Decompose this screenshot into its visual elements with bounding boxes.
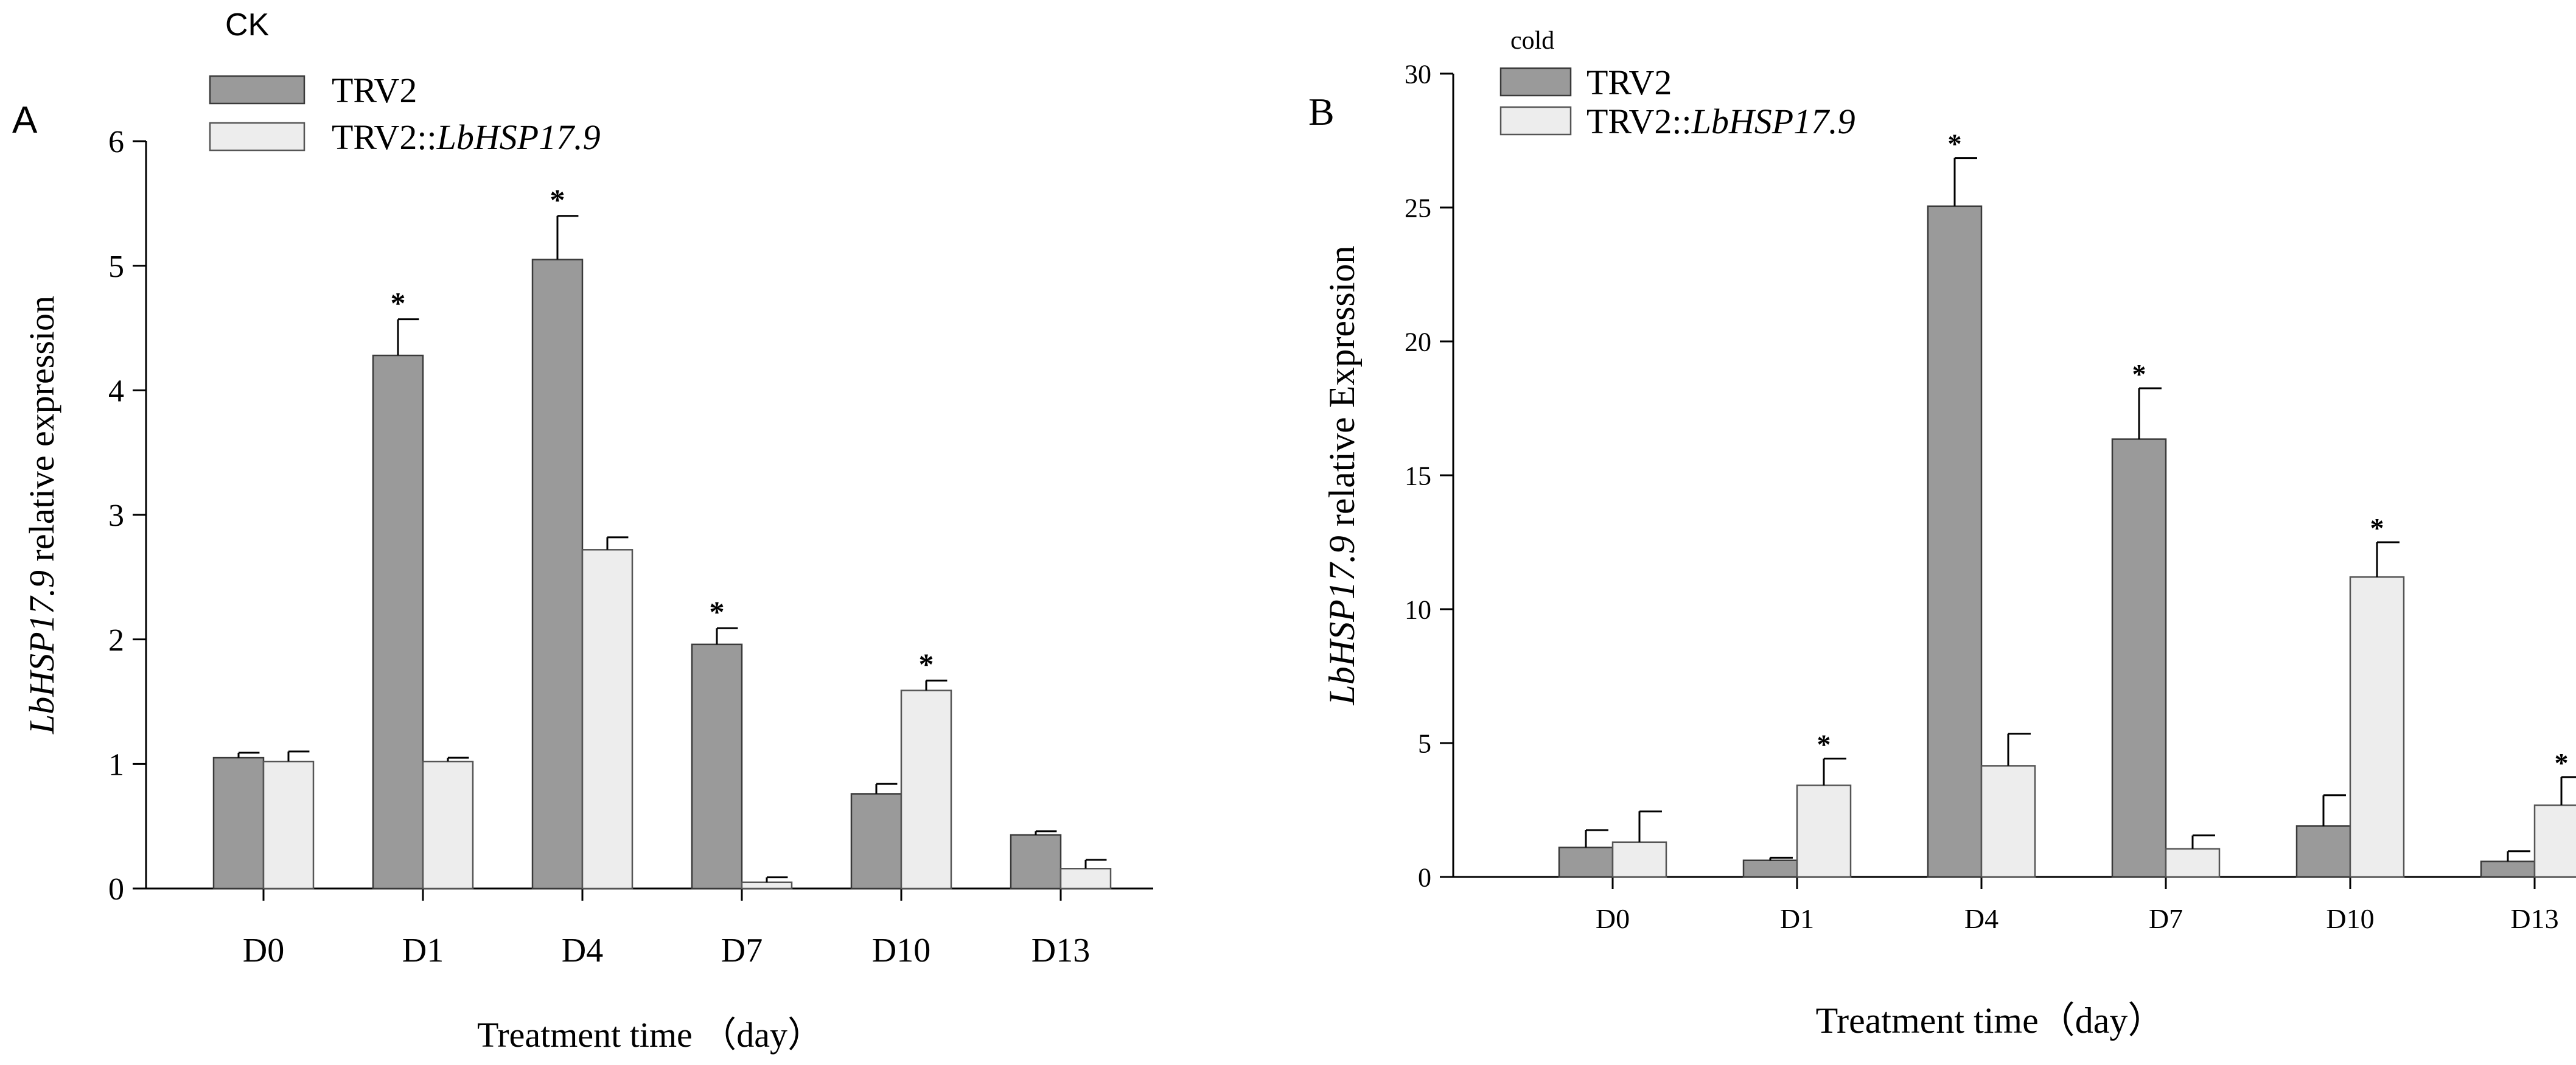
y-tick-label: 3 <box>108 498 124 533</box>
y-tick-label: 30 <box>1405 59 1431 89</box>
significance-marker: * <box>2555 747 2569 778</box>
trv2-bar-d4 <box>531 259 584 890</box>
y-tick-label: 4 <box>108 374 124 409</box>
trv2-lbhsp179-bar-d7 <box>2165 848 2221 878</box>
significance-marker: * <box>391 286 406 320</box>
y-tick-label: 0 <box>108 872 124 907</box>
trv2-lbhsp179-bar-d10 <box>900 690 952 890</box>
trv2-lbhsp179-bar-d13 <box>1059 868 1112 890</box>
panel-label: A <box>12 99 38 141</box>
x-tick-label: D1 <box>1780 903 1814 934</box>
x-tick-label: D0 <box>1596 903 1630 934</box>
significance-marker: * <box>2132 358 2146 389</box>
x-tick-label: D7 <box>2149 903 2183 934</box>
trv2-bar-d7 <box>2111 438 2167 878</box>
trv2-bar-d13 <box>1010 834 1062 890</box>
significance-marker: * <box>1817 729 1831 760</box>
legend-label-plain: TRV2 <box>1586 63 1672 102</box>
significance-marker: * <box>710 595 725 629</box>
trv2-bar-d4 <box>1927 205 1983 878</box>
panel-label: B <box>1308 90 1335 133</box>
y-tick-label: 5 <box>108 250 124 284</box>
y-tick-label: 10 <box>1405 595 1431 624</box>
legend-label-gene: LbHSP17.9 <box>436 117 601 157</box>
y-axis-label-gene: LbHSP17.9 <box>22 570 61 735</box>
x-axis-label: Treatment time（day） <box>1816 1000 2165 1041</box>
y-tick-label: 25 <box>1405 193 1431 223</box>
trv2-bar-d10 <box>850 793 902 890</box>
x-tick-label: D0 <box>243 932 284 969</box>
trv2-bar-d1 <box>1742 859 1798 878</box>
chart-title: cold <box>1510 27 1554 55</box>
x-tick-label: D1 <box>402 932 444 969</box>
legend-label-plain: TRV2:: <box>332 117 437 157</box>
trv2-lbhsp179-bar-d13 <box>2533 804 2576 878</box>
legend-swatch-trv2-lbhsp179 <box>1499 106 1572 136</box>
x-tick-label: D10 <box>2326 903 2374 934</box>
significance-marker: * <box>919 647 934 681</box>
legend-label-trv2: TRV2 <box>332 71 417 110</box>
legend-label-plain: TRV2:: <box>1586 102 1692 141</box>
legend-label-trv2-lbhsp179: TRV2::LbHSP17.9 <box>332 117 601 157</box>
legend-swatch-trv2-lbhsp179 <box>209 122 305 152</box>
trv2-bar-d13 <box>2480 861 2536 878</box>
trv2-lbhsp179-bar-d4 <box>1980 765 2036 878</box>
trv2-bar-d0 <box>1558 847 1614 878</box>
y-tick-label: 0 <box>1418 862 1431 892</box>
x-tick-label: D4 <box>1964 903 1998 934</box>
legend-swatch-trv2 <box>209 75 305 105</box>
x-tick-label: D7 <box>721 932 763 969</box>
chart-title: CK <box>225 7 270 43</box>
significance-marker: * <box>550 183 565 217</box>
y-tick-label: 5 <box>1418 728 1431 758</box>
y-tick-label: 6 <box>108 125 124 159</box>
y-tick-label: 15 <box>1405 461 1431 491</box>
significance-marker: * <box>2370 512 2384 543</box>
y-axis-label-gene: LbHSP17.9 <box>1322 536 1362 705</box>
trv2-bar-d0 <box>212 756 265 890</box>
trv2-lbhsp179-bar-d0 <box>1611 841 1667 878</box>
legend-swatch-trv2 <box>1499 67 1572 97</box>
trv2-bar-d1 <box>372 354 424 890</box>
y-axis-label-text: relative Expression <box>1322 246 1362 536</box>
legend-label-gene: LbHSP17.9 <box>1691 102 1855 141</box>
legend-label-plain: TRV2 <box>332 71 417 110</box>
x-tick-label: D10 <box>872 932 930 969</box>
trv2-lbhsp179-bar-d1 <box>422 760 474 890</box>
y-tick-label: 1 <box>108 748 124 783</box>
trv2-bar-d7 <box>691 643 743 890</box>
x-tick-label: D4 <box>562 932 603 969</box>
legend-label-trv2: TRV2 <box>1586 63 1672 102</box>
panel-a-chart: A CK 0 1 2 3 4 5 6 D0 D1 * D4 * D7 * D10 * D13 LbHSP17.9 re… <box>12 7 1153 1055</box>
y-axis-label-text: relative expression <box>22 296 61 570</box>
x-tick-label: D13 <box>2510 903 2558 934</box>
trv2-lbhsp179-bar-d1 <box>1796 784 1852 878</box>
y-tick-label: 20 <box>1405 327 1431 357</box>
x-axis-label: Treatment time （day） <box>477 1015 823 1055</box>
legend-label-trv2-lbhsp179: TRV2::LbHSP17.9 <box>1586 102 1855 141</box>
trv2-bar-d10 <box>2295 825 2351 878</box>
trv2-lbhsp179-bar-d7 <box>741 881 793 890</box>
y-axis-label: LbHSP17.9 relative Expression <box>1322 246 1362 706</box>
y-tick-label: 2 <box>108 623 124 658</box>
significance-marker: * <box>1948 128 1962 159</box>
y-axis-label: LbHSP17.9 relative expression <box>22 296 61 735</box>
trv2-lbhsp179-bar-d0 <box>262 760 315 890</box>
x-tick-label: D13 <box>1031 932 1090 969</box>
trv2-lbhsp179-bar-d4 <box>581 549 634 890</box>
trv2-lbhsp179-bar-d10 <box>2349 576 2405 878</box>
